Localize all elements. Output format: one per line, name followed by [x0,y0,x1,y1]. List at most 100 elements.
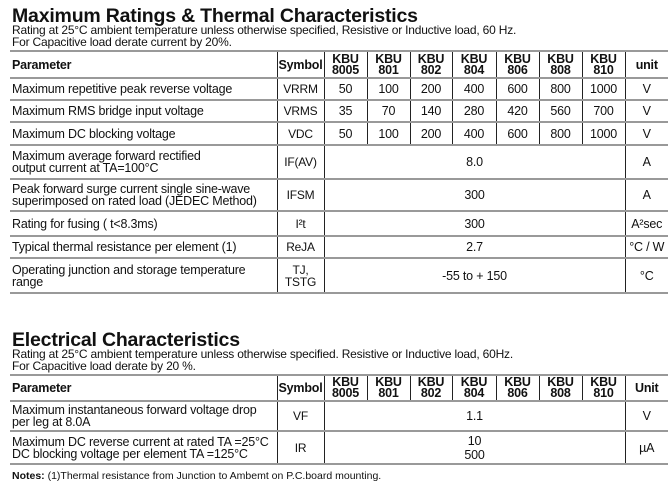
section-title-max-ratings: Maximum Ratings & Thermal Characteristic… [12,5,418,27]
header-model: KBU 810 [581,50,625,79]
unit-cell: V [624,401,668,432]
model-prefix: KBU [332,375,359,389]
value-cell: 200 [409,122,452,146]
symbol-cell: IF(AV) [276,145,324,180]
model-number: 8005 [331,62,359,77]
header-model: KBU 808 [538,374,582,402]
section-subtitle: For Capacitive load derate by 20 %. [12,359,196,373]
symbol-cell: I²t [276,211,324,237]
table-row: Typical thermal resistance per element (… [10,236,668,259]
symbol-cell: IR [276,431,324,465]
value-cell: 1000 [581,122,625,146]
value-cell: 600 [495,122,539,146]
value-cell: 140 [409,100,452,123]
model-number: 802 [420,386,442,400]
unit-cell: °C [624,258,668,294]
model-prefix: KBU [504,51,531,66]
model-number: 804 [463,386,485,400]
model-prefix: KBU [590,51,617,66]
max-ratings-table: Parameter Symbol KBU 8005 KBU 801 KBU 802 KBU 804… [10,50,668,294]
table-row: Maximum repetitive peak reverse voltage V… [10,78,668,101]
symbol-cell: VRMS [276,100,324,123]
value-cell: 700 [581,100,625,123]
parameter-cell: Maximum DC blocking voltage [10,122,277,146]
model-number: 810 [593,62,614,77]
parameter-cell: Peak forward surge current single sine-w… [10,179,277,212]
model-number: 808 [550,386,571,400]
model-prefix: KBU [547,51,574,66]
model-prefix: KBU [460,51,488,66]
model-prefix: KBU [547,375,574,389]
header-model: KBU 806 [495,374,539,402]
parameter-cell: Maximum average forward rectified output… [10,145,277,180]
model-number: 806 [507,62,528,77]
table-row: Operating junction and storage temperatu… [10,258,668,294]
model-number: 806 [507,386,528,400]
header-model: KBU 8005 [323,374,367,402]
value-cell: 2.7 [323,236,625,259]
symbol-cell: TJ, TSTG [276,258,324,294]
parameter-cell: Operating junction and storage temperatu… [10,258,277,294]
unit-cell: V [624,122,668,146]
value-cell: 400 [451,122,496,146]
model-prefix: KBU [504,375,531,389]
header-parameter: Parameter [10,50,277,79]
section-title-electrical: Electrical Characteristics [12,329,240,351]
symbol-cell: VRRM [276,78,324,101]
table-row: Maximum DC reverse current at rated TA =… [10,431,668,465]
value-cell: 100 [366,78,410,101]
header-model: KBU 801 [366,50,410,79]
value-cell: 560 [538,100,582,123]
notes: Notes: (1)Thermal resistance from Juncti… [12,470,381,482]
value-cell: 70 [366,100,410,123]
symbol-cell: ReJA [276,236,324,259]
header-model: KBU 8005 [323,50,367,79]
value-cell: 10 500 [323,431,625,465]
section-subtitle: For Capacitive load derate current by 20… [12,35,232,49]
value-cell: 50 [323,122,367,146]
model-number: 8005 [331,386,359,400]
model-prefix: KBU [417,51,445,66]
value-cell: 420 [495,100,539,123]
value-cell: 280 [451,100,496,123]
header-model: KBU 808 [538,50,582,79]
notes-label: Notes: [12,470,45,482]
model-prefix: KBU [375,375,402,389]
value-cell: 100 [366,122,410,146]
parameter-cell: Maximum DC reverse current at rated TA =… [10,431,277,465]
header-model: KBU 810 [581,374,625,402]
value-cell: 1000 [581,78,625,101]
header-model: KBU 804 [451,374,496,402]
unit-cell: A²sec [624,211,668,237]
parameter-cell: Rating for fusing ( t<8.3ms) [10,211,277,237]
unit-cell: A [624,145,668,180]
unit-cell: V [624,100,668,123]
value-cell: -55 to + 150 [323,258,625,294]
model-number: 801 [378,386,399,400]
header-row: Parameter Symbol KBU 8005 KBU 801 KBU 802 KBU 804… [10,50,668,79]
header-unit: unit [624,50,668,79]
table-row: Maximum DC blocking voltage VDC 50 100 200 40… [10,122,668,146]
model-prefix: KBU [417,375,445,389]
model-prefix: KBU [460,375,488,389]
unit-cell: V [624,78,668,101]
header-symbol: Symbol [276,374,324,402]
value-cell: 300 [323,179,625,212]
symbol-cell: IFSM [276,179,324,212]
model-prefix: KBU [375,51,402,66]
electrical-characteristics-table: Parameter Symbol KBU 8005 KBU 801 KBU 802 KBU 804… [10,374,668,465]
value-cell: 800 [538,78,582,101]
notes-text: (1)Thermal resistance from Junction to A… [44,470,382,482]
unit-cell: µA [624,431,668,465]
value-cell: 400 [451,78,496,101]
value-cell: 8.0 [323,145,625,180]
header-unit: Unit [624,374,668,402]
model-prefix: KBU [332,51,359,66]
model-number: 804 [463,62,485,77]
section-subtitle: Rating at 25°C ambient temperature unles… [12,347,513,361]
parameter-cell: Maximum RMS bridge input voltage [10,100,277,123]
header-parameter: Parameter [10,374,277,402]
header-model: KBU 802 [409,374,452,402]
section-subtitle: Rating at 25°C ambient temperature unles… [12,23,517,37]
symbol-cell: VF [276,401,324,432]
